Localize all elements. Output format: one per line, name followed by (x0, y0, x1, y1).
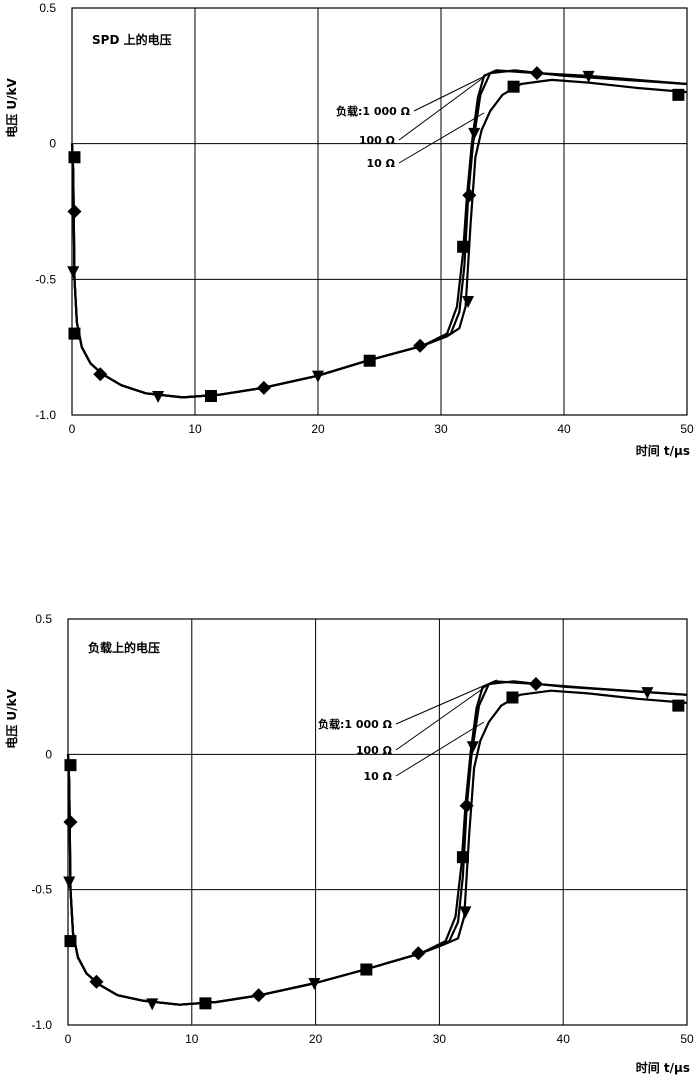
data-point-triangle-down (312, 370, 324, 383)
data-point-diamond (93, 367, 108, 382)
data-point-square (68, 151, 81, 164)
x-tick-label: 40 (557, 422, 571, 436)
x-tick-label: 50 (680, 422, 694, 436)
y-axis-label: 电压 U/kV (4, 689, 19, 749)
legend-label: 负载:1 000 Ω (318, 717, 393, 731)
y-tick-label: -0.5 (31, 883, 52, 897)
legend-leader-line (398, 74, 488, 141)
plot-frame (67, 618, 688, 1026)
legend-leader-line (395, 721, 485, 777)
legend-leader-line (395, 684, 489, 751)
legend-label: 10 Ω (367, 157, 396, 170)
data-point-square (456, 851, 469, 864)
data-point-square (457, 240, 470, 253)
data-point-triangle-down (462, 296, 475, 309)
y-tick-label: -1.0 (31, 1018, 52, 1032)
series-line-1 (70, 69, 688, 399)
legend-label: 100 Ω (359, 134, 396, 147)
x-tick-label: 40 (557, 1032, 571, 1046)
x-tick-label: 30 (433, 1032, 447, 1046)
data-point-triangle-down (582, 70, 595, 83)
data-point-triangle-down (468, 127, 481, 140)
data-point-triangle-down (146, 998, 159, 1011)
data-point-triangle-down (152, 391, 165, 404)
series-line-3 (70, 78, 688, 399)
legend-label: 10 Ω (364, 770, 393, 783)
legend-leader-line (398, 112, 485, 164)
chart-panel-1: 0 10 20 30 40 50 0.5 0 -0.5 -1.0 电压 U/kV 时间 t/μs SPD… (4, 1, 694, 458)
data-point-triangle-down (63, 876, 76, 889)
y-tick-label: 0.5 (35, 612, 52, 626)
x-tick-label: 10 (188, 422, 202, 436)
y-tick-label: -1.0 (35, 408, 56, 422)
y-tick-label: 0 (49, 137, 56, 151)
x-tick-label: 50 (680, 1032, 694, 1046)
data-point-triangle-down (308, 978, 321, 991)
data-point-triangle-down (459, 906, 472, 919)
y-axis-label: 电压 U/kV (4, 78, 19, 138)
y-tick-label: -0.5 (35, 272, 56, 286)
legend-label: 负载:1 000 Ω (336, 104, 411, 118)
panel-title: 负载上的电压 (88, 640, 160, 655)
legend-leader-line (395, 679, 498, 725)
x-tick-label: 20 (311, 422, 325, 436)
data-point-triangle-down (67, 266, 80, 279)
data-point-square (64, 759, 77, 772)
plot-frame (71, 7, 688, 416)
data-point-triangle-down (466, 741, 479, 754)
x-tick-label: 30 (434, 422, 448, 436)
x-tick-label: 20 (309, 1032, 323, 1046)
series-line-2 (70, 69, 688, 399)
legend-leader-line (413, 69, 498, 112)
y-tick-label: 0 (45, 747, 52, 761)
x-tick-label: 10 (185, 1032, 199, 1046)
series-line-3 (66, 689, 688, 1006)
panel-title: SPD 上的电压 (92, 32, 172, 47)
x-axis-label: 时间 t/μs (636, 1060, 690, 1075)
legend-label: 100 Ω (356, 744, 393, 757)
chart-panel-2: 0 10 20 30 40 50 0.5 0 -0.5 -1.0 电压 U/kV 时间 t/μs 负载上… (4, 612, 694, 1075)
x-tick-label: 0 (65, 1032, 72, 1046)
data-point-triangle-down (641, 687, 654, 700)
x-axis-label: 时间 t/μs (636, 443, 690, 458)
x-tick-label: 0 (69, 422, 76, 436)
y-tick-label: 0.5 (39, 1, 56, 15)
